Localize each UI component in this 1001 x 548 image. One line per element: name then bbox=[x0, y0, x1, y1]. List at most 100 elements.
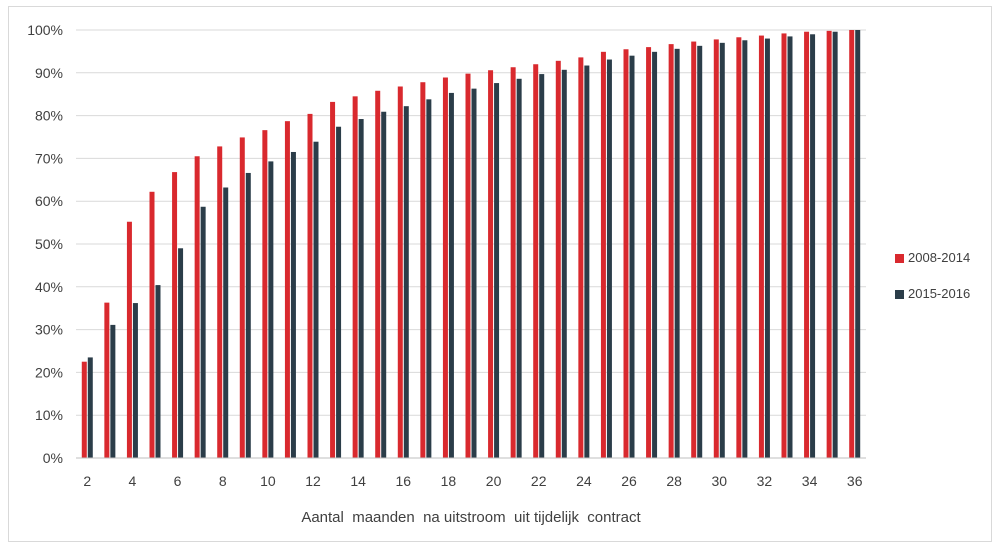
x-tick-label: 26 bbox=[621, 473, 637, 489]
bar-2015-2016-32 bbox=[764, 38, 770, 459]
legend-swatch-2015-2016 bbox=[895, 290, 904, 299]
x-tick-label: 14 bbox=[350, 473, 366, 489]
y-tick-label: 30% bbox=[35, 322, 63, 338]
y-tick-label: 90% bbox=[35, 65, 63, 81]
bar-2015-2016-4 bbox=[132, 303, 138, 458]
y-tick-label: 100% bbox=[27, 22, 63, 38]
legend: 2008-2014 2015-2016 bbox=[895, 250, 970, 301]
gridlines bbox=[76, 29, 866, 416]
bar-2015-2016-17 bbox=[426, 99, 432, 458]
bar-2008-2014-8 bbox=[217, 146, 223, 458]
bar-2015-2016-27 bbox=[652, 51, 658, 458]
bar-2008-2014-9 bbox=[239, 137, 245, 459]
bar-2008-2014-12 bbox=[307, 113, 313, 458]
x-tick-label: 30 bbox=[711, 473, 727, 489]
bar-2015-2016-14 bbox=[358, 119, 364, 459]
bar-2008-2014-10 bbox=[262, 130, 268, 459]
bar-2015-2016-29 bbox=[697, 45, 703, 458]
bar-2015-2016-23 bbox=[561, 69, 567, 458]
bar-2008-2014-5 bbox=[149, 191, 155, 458]
legend-swatch-2008-2014 bbox=[895, 254, 904, 263]
bar-2008-2014-15 bbox=[375, 90, 381, 458]
bar-2015-2016-3 bbox=[110, 324, 116, 458]
bar-2015-2016-11 bbox=[290, 151, 296, 459]
bar-2015-2016-10 bbox=[268, 161, 274, 458]
bar-2008-2014-31 bbox=[736, 37, 742, 458]
bar-2008-2014-14 bbox=[352, 96, 358, 458]
x-axis-title: Aantal maanden na uitstroom uit tijdelij… bbox=[301, 509, 641, 526]
bar-2008-2014-34 bbox=[804, 31, 810, 458]
legend-label-2015-2016: 2015-2016 bbox=[908, 286, 970, 301]
bar-2008-2014-33 bbox=[781, 33, 787, 458]
bar-2008-2014-32 bbox=[758, 35, 764, 459]
bar-2008-2014-11 bbox=[284, 121, 290, 458]
x-tick-label: 8 bbox=[219, 473, 227, 489]
y-tick-label: 0% bbox=[43, 450, 63, 466]
bar-2008-2014-35 bbox=[826, 30, 832, 459]
y-tick-label: 40% bbox=[35, 279, 63, 295]
x-tick-label: 36 bbox=[847, 473, 863, 489]
bar-2015-2016-24 bbox=[584, 65, 590, 459]
bar-2015-2016-12 bbox=[313, 141, 319, 458]
x-tick-label: 2 bbox=[83, 473, 91, 489]
bar-2015-2016-5 bbox=[155, 285, 161, 458]
bar-2008-2014-27 bbox=[646, 47, 652, 459]
y-axis-tick-labels: 0% 10% 20% 30% 40% 50% 60% 70% 80% 90% 100% bbox=[27, 22, 63, 466]
bar-2015-2016-15 bbox=[381, 111, 387, 459]
y-tick-label: 20% bbox=[35, 364, 63, 380]
x-tick-label: 12 bbox=[305, 473, 321, 489]
x-tick-label: 6 bbox=[174, 473, 182, 489]
bar-2008-2014-28 bbox=[668, 44, 674, 459]
x-tick-label: 16 bbox=[395, 473, 411, 489]
bar-2015-2016-13 bbox=[336, 126, 342, 458]
bar-2015-2016-22 bbox=[539, 74, 545, 459]
bar-2008-2014-6 bbox=[172, 172, 178, 458]
x-tick-label: 18 bbox=[441, 473, 457, 489]
bar-2015-2016-20 bbox=[494, 83, 500, 459]
x-tick-label: 22 bbox=[531, 473, 547, 489]
bar-2015-2016-33 bbox=[787, 36, 793, 459]
x-tick-label: 10 bbox=[260, 473, 276, 489]
y-tick-label: 60% bbox=[35, 193, 63, 209]
bar-2008-2014-18 bbox=[442, 77, 448, 459]
bar-2015-2016-2 bbox=[87, 357, 93, 458]
bar-2015-2016-16 bbox=[403, 106, 409, 459]
bar-2015-2016-25 bbox=[606, 59, 612, 458]
bars bbox=[81, 30, 861, 459]
bar-2015-2016-36 bbox=[855, 30, 861, 458]
bar-2008-2014-17 bbox=[420, 82, 426, 458]
bar-2008-2014-23 bbox=[555, 60, 561, 458]
bar-2008-2014-19 bbox=[465, 73, 471, 458]
bar-2008-2014-25 bbox=[600, 51, 606, 458]
bar-2015-2016-31 bbox=[742, 40, 748, 458]
bar-2008-2014-22 bbox=[533, 64, 539, 459]
bar-2008-2014-29 bbox=[691, 41, 697, 458]
bar-2015-2016-9 bbox=[245, 172, 251, 458]
bar-2015-2016-7 bbox=[200, 206, 206, 458]
x-axis-tick-labels: 2 4 6 8 10 12 14 16 18 20 22 24 26 28 30 32 34 36 bbox=[83, 473, 862, 489]
bar-2008-2014-20 bbox=[488, 70, 494, 459]
x-tick-label: 20 bbox=[486, 473, 502, 489]
bar-2008-2014-2 bbox=[81, 361, 87, 458]
bar-2008-2014-30 bbox=[713, 39, 719, 458]
y-tick-label: 70% bbox=[35, 150, 63, 166]
bar-2015-2016-19 bbox=[471, 88, 477, 459]
bar-2008-2014-21 bbox=[510, 67, 516, 459]
x-tick-label: 4 bbox=[129, 473, 137, 489]
x-tick-label: 28 bbox=[666, 473, 682, 489]
bar-2008-2014-16 bbox=[397, 86, 403, 458]
bar-2015-2016-18 bbox=[448, 92, 454, 458]
bar-2015-2016-34 bbox=[810, 34, 816, 458]
x-tick-label: 24 bbox=[576, 473, 592, 489]
x-tick-label: 34 bbox=[802, 473, 818, 489]
y-tick-label: 10% bbox=[35, 407, 63, 423]
legend-label-2008-2014: 2008-2014 bbox=[908, 250, 970, 265]
bar-2008-2014-36 bbox=[849, 30, 855, 458]
bar-2015-2016-21 bbox=[516, 78, 522, 459]
bar-2008-2014-26 bbox=[623, 49, 629, 458]
bar-2008-2014-4 bbox=[126, 221, 132, 458]
bar-2008-2014-24 bbox=[578, 57, 584, 458]
y-tick-label: 50% bbox=[35, 236, 63, 252]
bar-2008-2014-13 bbox=[330, 101, 336, 459]
bar-2008-2014-7 bbox=[194, 156, 200, 458]
